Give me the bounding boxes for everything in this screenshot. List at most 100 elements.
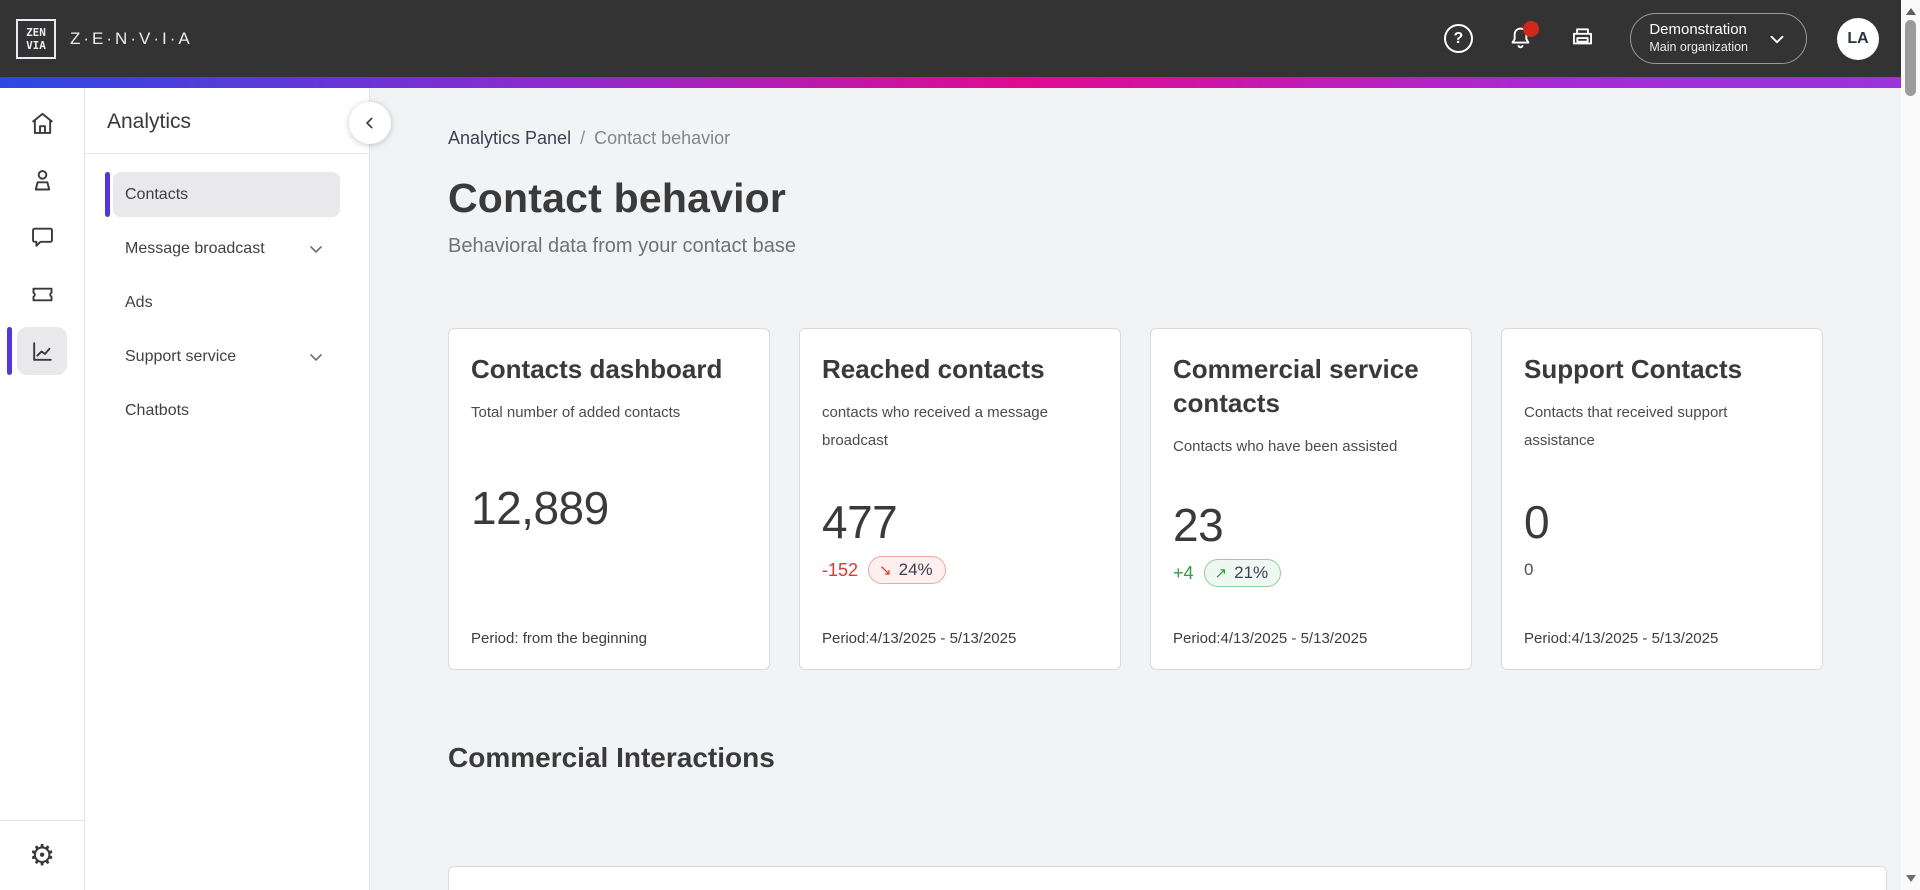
printer-icon <box>1572 28 1592 45</box>
card-support-contacts: Support Contacts Contacts that received … <box>1501 328 1823 670</box>
rail-bottom-section: ⚙ <box>0 820 84 890</box>
chevron-left-icon <box>366 117 373 129</box>
card-delta-row: 0 <box>1524 554 1800 586</box>
breadcrumb: Analytics Panel / Contact behavior <box>448 128 1887 149</box>
logo-mark-top: ZEN <box>26 26 46 39</box>
card-delta: -152 <box>822 559 859 580</box>
card-description: contacts who received a message broadcas… <box>822 403 1048 449</box>
sidebar-item-support-service[interactable]: Support service <box>113 334 340 379</box>
brand-gradient-bar <box>0 77 1901 88</box>
sidebar-item-message-broadcast[interactable]: Message broadcast <box>113 226 340 271</box>
card-value: 12,889 <box>471 482 609 535</box>
main-content: Analytics Panel / Contact behavior Conta… <box>370 88 1901 890</box>
sidebar-item-label: Message broadcast <box>125 239 265 257</box>
home-icon <box>31 112 53 134</box>
card-description: Contacts who have been assisted <box>1173 437 1398 455</box>
card-delta-row <box>471 540 747 572</box>
rail-item-analytics[interactable] <box>7 327 67 375</box>
card-title: Commercial service contacts <box>1173 354 1419 418</box>
card-description: Contacts that received support assistanc… <box>1524 403 1728 449</box>
card-delta: +4 <box>1173 562 1194 583</box>
icon-rail: ⚙ <box>0 88 85 890</box>
print-button[interactable] <box>1564 21 1600 57</box>
chevron-down-icon <box>306 347 326 367</box>
top-bar: ZEN VIA Z·E·N·V·I·A ? <box>0 0 1901 77</box>
sidebar-item-label: Support service <box>125 347 237 365</box>
kpi-cards-row: Contacts dashboard Total number of added… <box>448 328 1887 670</box>
vertical-scrollbar <box>1901 0 1920 890</box>
rail-item-tickets[interactable] <box>17 270 67 318</box>
logo-mark-bottom: VIA <box>26 39 46 52</box>
card-title: Contacts dashboard <box>471 354 723 384</box>
card-period: Period:4/13/2025 - 5/13/2025 <box>1173 629 1368 647</box>
sidebar-item-chatbots[interactable]: Chatbots <box>113 388 340 433</box>
card-description: Total number of added contacts <box>471 403 681 421</box>
card-value: 0 <box>1524 496 1550 548</box>
sidebar-item-label: Chatbots <box>125 401 190 419</box>
sidebar-collapse-button[interactable] <box>349 102 391 144</box>
scrollbar-thumb[interactable] <box>1905 20 1916 96</box>
chat-bubble-icon <box>31 227 53 247</box>
sidebar-item-label: Contacts <box>125 185 189 203</box>
scrollbar-up-arrow[interactable] <box>1905 8 1916 15</box>
sidebar-item-label: Ads <box>125 293 153 311</box>
trend-percentage: 24% <box>898 560 933 580</box>
help-icon: ? <box>1443 24 1473 53</box>
sidebar-item-contacts[interactable]: Contacts <box>105 172 340 217</box>
trend-percentage: 21% <box>1234 563 1269 583</box>
card-delta-row: -152 ↘ 24% <box>822 554 1098 586</box>
trend-badge-up: ↗ 21% <box>1203 559 1282 588</box>
sidebar-menu: Contacts Message broadcast Ads Support s… <box>85 154 369 433</box>
arrow-up-right-icon: ↗ <box>1214 564 1228 583</box>
organization-text: Demonstration Main organization <box>1649 21 1748 55</box>
analytics-chart-icon <box>32 341 52 361</box>
card-delta: 0 <box>1524 560 1534 580</box>
notification-dot <box>1523 20 1540 37</box>
help-button[interactable]: ? <box>1440 21 1476 57</box>
zenvia-wordmark: Z·E·N·V·I·A <box>70 28 193 48</box>
trend-badge-down: ↘ 24% <box>868 556 946 585</box>
card-reached-contacts: Reached contacts contacts who received a… <box>799 328 1121 670</box>
sidebar-divider <box>85 153 369 154</box>
section-heading-commercial-interactions: Commercial Interactions <box>448 742 775 773</box>
breadcrumb-analytics-panel[interactable]: Analytics Panel <box>448 128 572 148</box>
card-contacts-dashboard: Contacts dashboard Total number of added… <box>448 328 770 670</box>
rail-item-conversations[interactable] <box>17 213 67 261</box>
commercial-interactions-card-partial <box>448 866 1887 890</box>
scrollbar-down-arrow[interactable] <box>1905 875 1916 882</box>
breadcrumb-current: Contact behavior <box>594 128 731 148</box>
card-value: 23 <box>1173 499 1224 552</box>
organization-subtitle: Main organization <box>1649 40 1748 55</box>
contacts-person-icon <box>34 169 50 190</box>
rail-item-contacts[interactable] <box>17 156 67 204</box>
chevron-down-icon <box>306 239 326 259</box>
organization-selector[interactable]: Demonstration Main organization <box>1630 13 1807 64</box>
card-title: Support Contacts <box>1524 354 1743 384</box>
body-row: ⚙ Analytics Contacts Message broadcast <box>0 88 1901 890</box>
card-period: Period: from the beginning <box>471 630 647 647</box>
zenvia-logo-mark-icon: ZEN VIA <box>16 18 56 59</box>
chevron-down-icon <box>1770 35 1784 43</box>
card-period: Period:4/13/2025 - 5/13/2025 <box>822 630 1017 647</box>
page-title: Contact behavior <box>448 175 787 221</box>
card-delta-row: +4 ↗ 21% <box>1173 557 1449 589</box>
header-actions: ? <box>1414 13 1879 64</box>
card-title: Reached contacts <box>822 354 1045 384</box>
notifications-button[interactable] <box>1502 20 1540 57</box>
card-commercial-service-contacts: Commercial service contacts Contacts who… <box>1150 328 1472 670</box>
user-avatar[interactable]: LA <box>1837 17 1879 60</box>
arrow-down-right-icon: ↘ <box>879 561 892 580</box>
page-subtitle: Behavioral data from your contact base <box>448 235 796 257</box>
rail-item-home[interactable] <box>17 99 67 147</box>
organization-name: Demonstration <box>1649 21 1747 39</box>
card-value: 477 <box>822 496 898 548</box>
zenvia-logo: ZEN VIA Z·E·N·V·I·A <box>16 18 193 59</box>
analytics-sidebar: Analytics Contacts Message broadcast Ads <box>85 88 370 890</box>
ticket-icon <box>32 287 52 301</box>
breadcrumb-separator: / <box>580 128 586 148</box>
settings-gear-icon[interactable]: ⚙ <box>29 838 55 872</box>
sidebar-item-ads[interactable]: Ads <box>113 280 340 325</box>
card-period: Period:4/13/2025 - 5/13/2025 <box>1524 630 1719 647</box>
